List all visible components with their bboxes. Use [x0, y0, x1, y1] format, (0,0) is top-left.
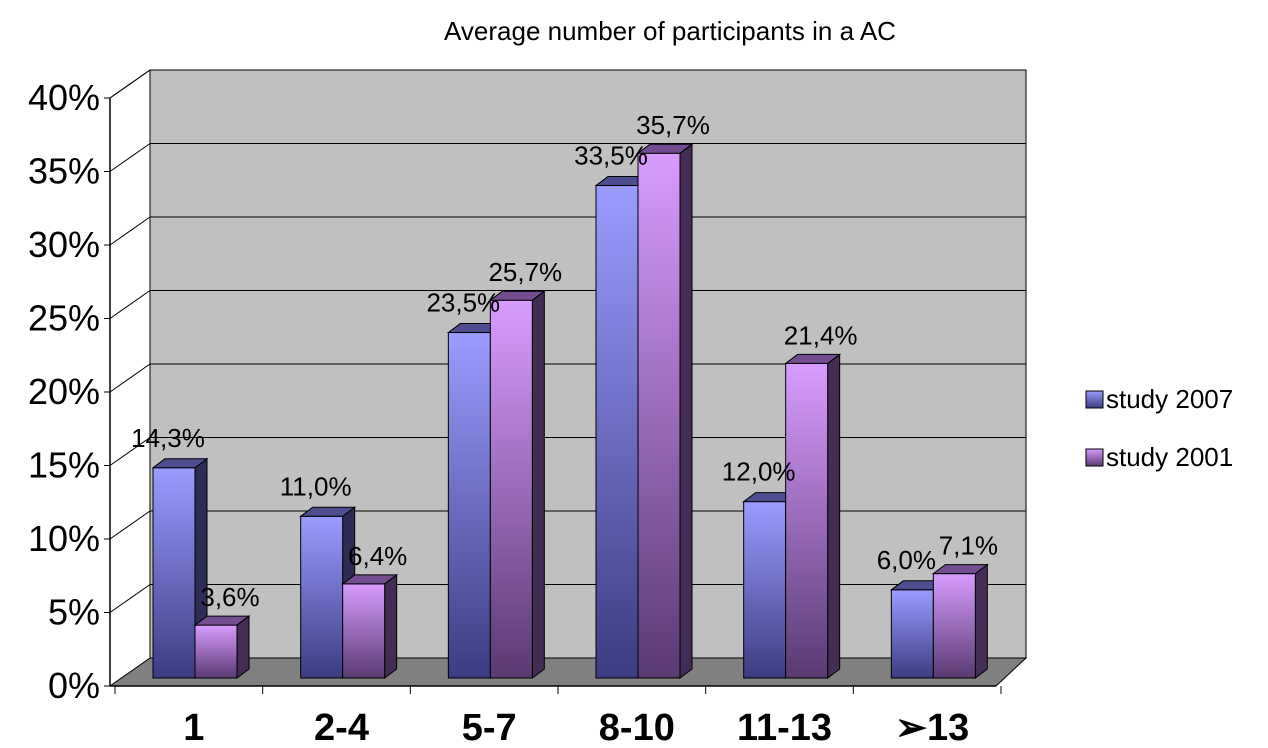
data-label: 23,5%: [426, 288, 500, 318]
x-tick-label: 5-7: [462, 707, 517, 748]
y-tick-label: 10%: [28, 518, 100, 559]
legend-label: study 2001: [1106, 442, 1233, 472]
data-label: 25,7%: [488, 257, 562, 287]
x-tick-label: 8-10: [599, 707, 675, 748]
bar: [341, 573, 399, 679]
gridline-side: [109, 437, 151, 466]
bar: [488, 290, 546, 679]
y-tick-label: 5%: [48, 592, 100, 633]
bars: [151, 143, 989, 679]
x-tick-label: 1: [183, 707, 204, 748]
data-labels: 14,3% 3,6% 11,0% 6,4% 23,5%25,7% 33,5%35,7% 12…: [131, 110, 998, 612]
gridline-side: [109, 290, 151, 319]
bar-top: [193, 615, 251, 626]
bar: [193, 615, 251, 679]
bar: [784, 353, 842, 679]
bar: [636, 143, 694, 679]
y-tick-label: 0%: [48, 665, 100, 706]
data-label: 21,4%: [784, 320, 858, 350]
bar-side: [384, 573, 398, 679]
gridline-side: [109, 216, 151, 246]
data-label: 33,5%: [574, 141, 648, 171]
bar-top: [299, 506, 357, 517]
gridline-side: [109, 584, 151, 613]
x-tick-label: ➢13: [895, 707, 969, 748]
bar-front: [595, 185, 639, 679]
bar-front: [194, 624, 238, 679]
bar-front: [743, 501, 787, 679]
y-tick-label: 25%: [28, 298, 100, 339]
legend: study 2007 study 2001: [1085, 384, 1233, 472]
data-label: 7,1%: [939, 531, 998, 561]
bar-side: [827, 353, 841, 679]
bar-top: [784, 353, 842, 364]
y-tick-label: 20%: [28, 371, 100, 412]
bar-front: [300, 515, 344, 679]
bar-top: [341, 574, 399, 585]
data-label: 12,0%: [722, 457, 796, 487]
data-label: 11,0%: [280, 471, 352, 501]
legend-swatch: [1085, 448, 1104, 467]
x-tick-label: 11-13: [737, 707, 832, 748]
bar-front: [342, 583, 386, 679]
legend-label: study 2007: [1106, 384, 1233, 414]
gridline-side: [109, 69, 151, 99]
bar-front: [890, 589, 934, 679]
bar-front: [637, 152, 681, 679]
data-label: 35,7%: [636, 110, 710, 140]
y-axis: 0% 5% 10% 15% 20% 25% 30% 35% 40%: [28, 77, 111, 706]
bar-side: [974, 563, 988, 679]
gridline-side: [109, 510, 151, 540]
gridline-side: [109, 363, 151, 393]
x-axis: 1 2-4 5-7 8-10 11-13 ➢13: [110, 685, 1002, 748]
y-tick-label: 15%: [28, 445, 100, 486]
bar-top: [931, 564, 989, 575]
bar-front: [785, 362, 829, 679]
bar-top: [636, 143, 694, 154]
bar-top: [151, 458, 209, 469]
y-tick-label: 30%: [28, 224, 100, 265]
bar-side: [679, 143, 693, 679]
gridline-side: [109, 143, 151, 172]
bar: [931, 563, 989, 679]
bar-top: [488, 290, 546, 301]
data-label: 3,6%: [200, 582, 259, 612]
gridlines: [109, 69, 1026, 613]
bar: [151, 457, 209, 679]
bar-front: [932, 573, 976, 679]
legend-swatch: [1085, 390, 1104, 409]
bar-front: [489, 299, 533, 679]
data-label: 14,3%: [131, 423, 205, 453]
bar-side: [531, 290, 545, 679]
x-tick-label: 2-4: [314, 707, 369, 748]
bar-side: [236, 615, 250, 679]
data-label: 6,4%: [348, 541, 407, 571]
y-tick-label: 35%: [28, 151, 100, 192]
bar-front: [447, 332, 491, 679]
data-label: 6,0%: [877, 545, 936, 575]
chart-title: Average number of participants in a AC: [444, 16, 896, 46]
bar-front: [152, 467, 196, 679]
y-tick-label: 40%: [28, 77, 100, 118]
